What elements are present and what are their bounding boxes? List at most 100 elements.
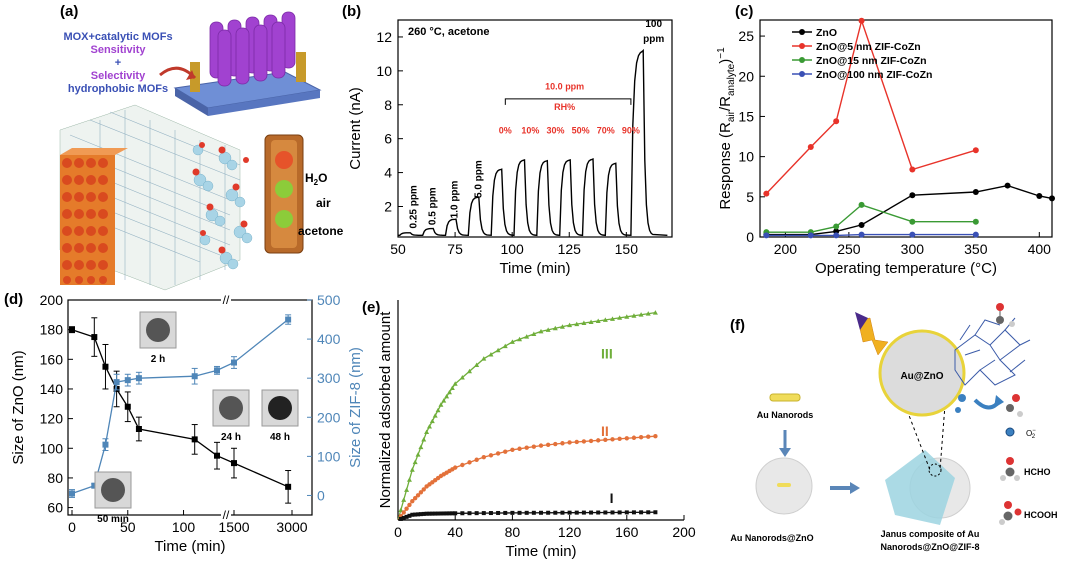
data-point bbox=[588, 438, 594, 444]
x-tick-label: 100 bbox=[172, 519, 196, 535]
data-point bbox=[459, 375, 465, 380]
text-o2: O− 2 bbox=[1026, 428, 1036, 440]
data-point bbox=[624, 436, 629, 441]
data-point bbox=[624, 510, 629, 515]
data-point bbox=[763, 190, 770, 197]
red-light-icon bbox=[275, 151, 293, 169]
x-axis-label: Time (min) bbox=[154, 538, 225, 555]
data-point bbox=[495, 347, 501, 353]
data-point bbox=[404, 506, 409, 511]
data-point bbox=[444, 393, 450, 399]
y-tick-label: 6 bbox=[384, 131, 392, 147]
data-point bbox=[631, 435, 637, 440]
data-point bbox=[545, 327, 551, 332]
data-point bbox=[113, 379, 120, 386]
plot-frame bbox=[397, 19, 673, 238]
data-point bbox=[638, 312, 644, 317]
chart-title: 260 °C, acetone bbox=[408, 26, 489, 38]
annotation-label: 30% bbox=[547, 126, 565, 136]
data-point bbox=[560, 510, 565, 515]
data-point bbox=[467, 511, 472, 516]
annotation-label: 10% bbox=[521, 126, 539, 136]
x-tick-label: 3000 bbox=[276, 519, 307, 535]
lightning-icon bbox=[857, 317, 889, 356]
data-point bbox=[610, 437, 615, 442]
green-light-icon bbox=[275, 210, 293, 228]
data-point bbox=[502, 343, 508, 349]
data-point bbox=[972, 147, 979, 154]
data-point bbox=[441, 511, 446, 516]
annotation-label: 90% bbox=[622, 126, 640, 136]
tem-image-label: 48 h bbox=[270, 432, 290, 443]
y-tick-label: 60 bbox=[47, 500, 63, 516]
data-point bbox=[433, 511, 438, 516]
data-point bbox=[460, 462, 465, 468]
plot-frame bbox=[67, 299, 313, 516]
y-tick-label: 8 bbox=[384, 97, 392, 113]
green-light-icon bbox=[275, 180, 293, 198]
series-line bbox=[765, 18, 977, 195]
text-plus: + bbox=[115, 57, 121, 69]
data-point bbox=[909, 192, 916, 199]
x-tick-label: 40 bbox=[447, 524, 463, 540]
y2-axis-label: Size of ZIF-8 (nm) bbox=[347, 347, 364, 468]
data-point bbox=[858, 231, 865, 238]
data-point bbox=[398, 507, 404, 512]
data-point bbox=[415, 452, 421, 457]
annotation-label: 0.25 ppm bbox=[408, 185, 419, 228]
data-point bbox=[474, 362, 480, 367]
text-au-at-zno: Au@ZnO bbox=[900, 371, 943, 382]
data-point bbox=[447, 511, 452, 516]
text-selectivity: Selectivity bbox=[91, 70, 146, 82]
data-point bbox=[69, 326, 75, 333]
data-point bbox=[972, 218, 979, 225]
data-point bbox=[617, 510, 622, 515]
legend-marker bbox=[799, 29, 805, 35]
data-point bbox=[559, 324, 565, 329]
data-point bbox=[467, 368, 472, 374]
data-point bbox=[135, 426, 142, 432]
data-point bbox=[124, 403, 131, 410]
x-tick-label: 120 bbox=[558, 524, 582, 540]
y-axis-label: Normalized adsorbed amount bbox=[377, 311, 394, 509]
x-tick-label: 125 bbox=[558, 241, 582, 257]
tem-image-label: 2 h bbox=[151, 354, 165, 365]
data-point bbox=[231, 359, 237, 366]
x-tick-label: 50 bbox=[120, 519, 136, 535]
x-tick-label: 300 bbox=[901, 241, 925, 257]
data-point bbox=[488, 453, 494, 458]
panel-f-label: (f) bbox=[730, 317, 745, 334]
data-point bbox=[410, 512, 415, 517]
y-tick-label: 140 bbox=[40, 381, 64, 397]
data-point bbox=[401, 515, 406, 520]
data-point bbox=[446, 389, 452, 395]
y-tick-label: 2 bbox=[384, 198, 392, 214]
data-point bbox=[438, 402, 444, 407]
data-point bbox=[624, 314, 630, 319]
au-nanorod-illustration bbox=[769, 393, 801, 402]
chart-d-size: (d)////0 50 100 1500 30006080100120140160180… bbox=[4, 291, 364, 555]
legend-marker bbox=[799, 57, 805, 63]
panel-a-label: (a) bbox=[60, 3, 78, 20]
data-point bbox=[474, 511, 479, 516]
data-point bbox=[553, 510, 558, 515]
axis-break-mark: // bbox=[223, 293, 230, 307]
annotation-label: 70% bbox=[597, 126, 615, 136]
data-point bbox=[645, 311, 651, 316]
axis-break bbox=[221, 509, 231, 521]
annotation-label: 5.0 ppm bbox=[473, 160, 484, 198]
y-tick-label: 20 bbox=[738, 68, 754, 84]
text-acetone: acetone bbox=[298, 224, 344, 238]
x-tick-label: 100 bbox=[500, 241, 524, 257]
data-point bbox=[858, 17, 865, 24]
annotation-label: 1.0 ppm bbox=[449, 180, 460, 218]
text-au-nanorods-zno: Au Nanorods@ZnO bbox=[730, 533, 813, 543]
y-tick-label: 200 bbox=[40, 292, 64, 308]
data-point bbox=[833, 232, 840, 239]
data-point bbox=[436, 511, 441, 516]
data-point bbox=[435, 407, 441, 413]
data-point bbox=[531, 444, 537, 449]
text-au-nanorods: Au Nanorods bbox=[757, 410, 814, 420]
y-tick-label: 15 bbox=[738, 108, 754, 124]
